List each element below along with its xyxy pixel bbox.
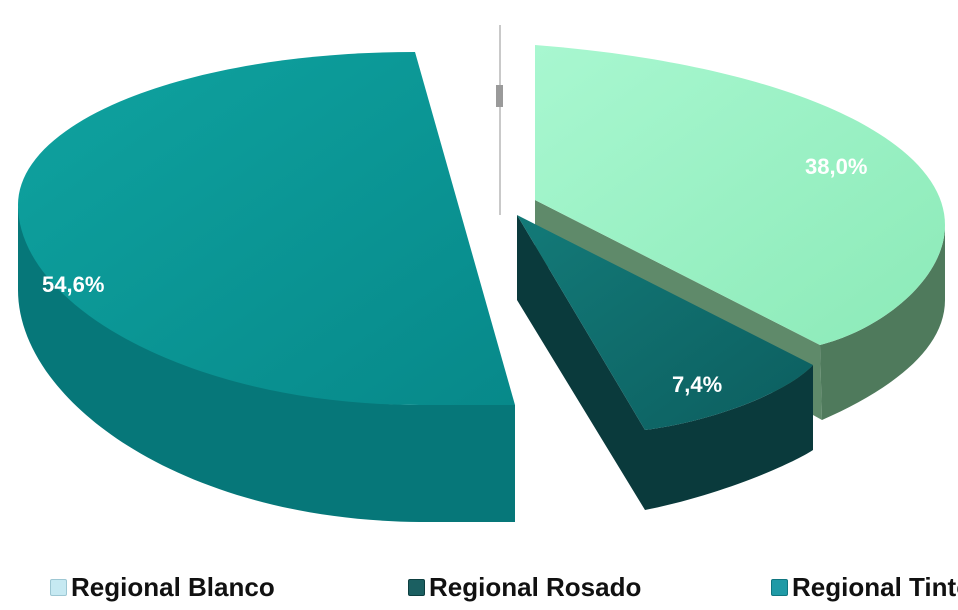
- legend-swatch-regional-rosado: [408, 579, 425, 596]
- legend-label-regional-tinto: Regional Tinto: [792, 572, 958, 602]
- slice-regional-rosado: [517, 215, 813, 510]
- legend-item-regional-blanco: Regional Blanco: [50, 572, 275, 603]
- legend-label-regional-blanco: Regional Blanco: [71, 572, 275, 602]
- slice-regional-tinto-top: [18, 52, 515, 405]
- slice-regional-blanco-side-outer: [820, 225, 945, 420]
- slice-regional-rosado-side: [517, 215, 813, 510]
- data-label-regional-rosado: 7,4%: [672, 372, 722, 397]
- legend-swatch-regional-tinto: [771, 579, 788, 596]
- legend-swatch-regional-blanco: [50, 579, 67, 596]
- slice-regional-blanco-top: [535, 45, 945, 345]
- legend-item-regional-tinto: Regional Tinto: [771, 572, 958, 603]
- data-label-regional-tinto: 54,6%: [42, 272, 104, 297]
- slice-regional-tinto-side: [18, 200, 515, 522]
- legend-label-regional-rosado: Regional Rosado: [429, 572, 642, 602]
- center-divider-mark: [496, 85, 503, 107]
- data-label-regional-blanco: 38,0%: [805, 154, 867, 179]
- chart-legend: Regional Blanco Regional Rosado Regional…: [0, 572, 958, 606]
- slice-regional-tinto: [18, 52, 515, 522]
- legend-item-regional-rosado: Regional Rosado: [408, 572, 641, 603]
- slice-regional-rosado-top: [517, 215, 813, 430]
- pie-chart: 38,0% 7,4% 54,6%: [18, 25, 945, 522]
